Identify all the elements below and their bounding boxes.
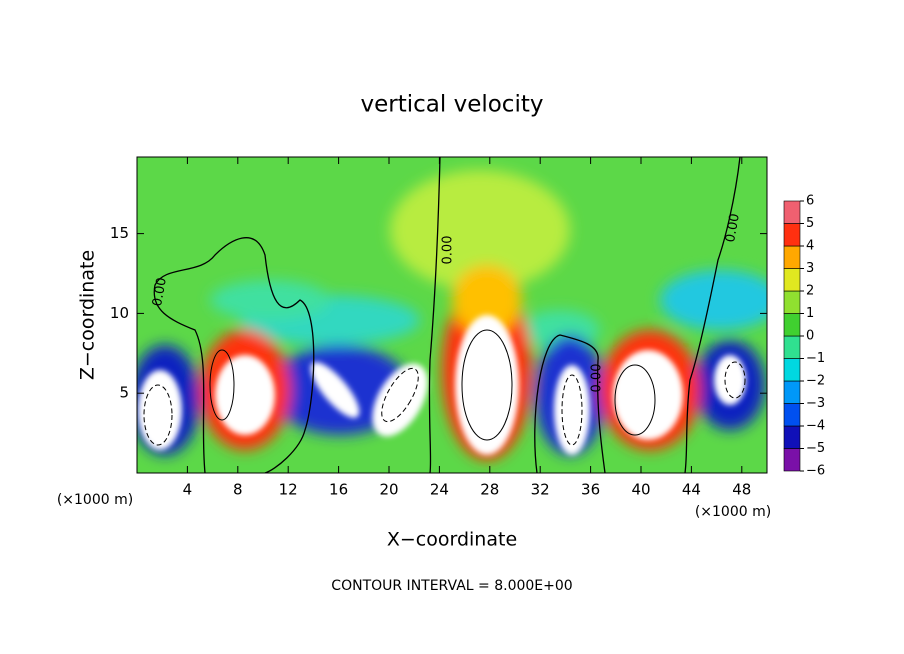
x-tick-label: 48 [732, 481, 751, 499]
plot-frame [136, 156, 768, 474]
colorbar-band [783, 335, 801, 359]
x-unit-label: (×1000 m) [695, 504, 771, 520]
colorbar-tick-label: 5 [806, 216, 814, 231]
x-tick-label: 20 [379, 481, 398, 499]
x-axis-label: X−coordinate [387, 529, 517, 551]
colorbar-band [783, 358, 801, 382]
x-tick-label: 12 [279, 481, 298, 499]
x-tick-label: 8 [233, 481, 243, 499]
colorbar-tick-label: 6 [806, 194, 814, 209]
contour-label: 0.00 [723, 212, 743, 243]
colorbar-tick-label: 1 [806, 306, 814, 321]
colorbar-tick-label: −6 [806, 464, 825, 479]
colorbar-tick-label: −1 [806, 351, 825, 366]
colorbar-tick-label: 4 [806, 239, 814, 254]
x-tick-label: 40 [631, 481, 650, 499]
y-tick-label: 15 [110, 224, 129, 242]
colorbar-band [783, 245, 801, 269]
colorbar-tick-label: −2 [806, 374, 825, 389]
x-tick-label: 32 [531, 481, 550, 499]
x-unit-label: (×1000 m) [57, 492, 133, 508]
footer-note: CONTOUR INTERVAL = 8.000E+00 [331, 578, 572, 594]
colorbar-tick-label: 2 [806, 284, 814, 299]
contour-label: 0.00 [150, 276, 170, 307]
colorbar-band [783, 268, 801, 292]
contour-label: 0.00 [441, 236, 456, 265]
colorbar-tick-label: 3 [806, 261, 814, 276]
x-tick-label: 36 [581, 481, 600, 499]
x-tick-label: 28 [480, 481, 499, 499]
colorbar-tick-label: −5 [806, 441, 825, 456]
contour-label: 0.00 [590, 364, 605, 393]
colorbar-band [783, 403, 801, 427]
colorbar-band [783, 290, 801, 314]
y-tick-label: 5 [119, 384, 129, 402]
x-tick-label: 16 [329, 481, 348, 499]
chart-title: vertical velocity [361, 92, 544, 118]
colorbar-tick-label: −3 [806, 396, 825, 411]
y-tick-label: 10 [110, 304, 129, 322]
x-tick-label: 4 [183, 481, 193, 499]
colorbar-band [783, 425, 801, 449]
colorbar-band [783, 200, 801, 224]
colorbar-tick-label: −4 [806, 419, 825, 434]
x-tick-label: 24 [430, 481, 449, 499]
x-tick-label: 44 [682, 481, 701, 499]
colorbar-band [783, 313, 801, 337]
colorbar-band [783, 448, 801, 472]
colorbar-band [783, 223, 801, 247]
velocity-field [137, 157, 767, 473]
colorbar-band [783, 380, 801, 404]
y-axis-label: Z−coordinate [77, 250, 99, 380]
colorbar-tick-label: 0 [806, 329, 814, 344]
